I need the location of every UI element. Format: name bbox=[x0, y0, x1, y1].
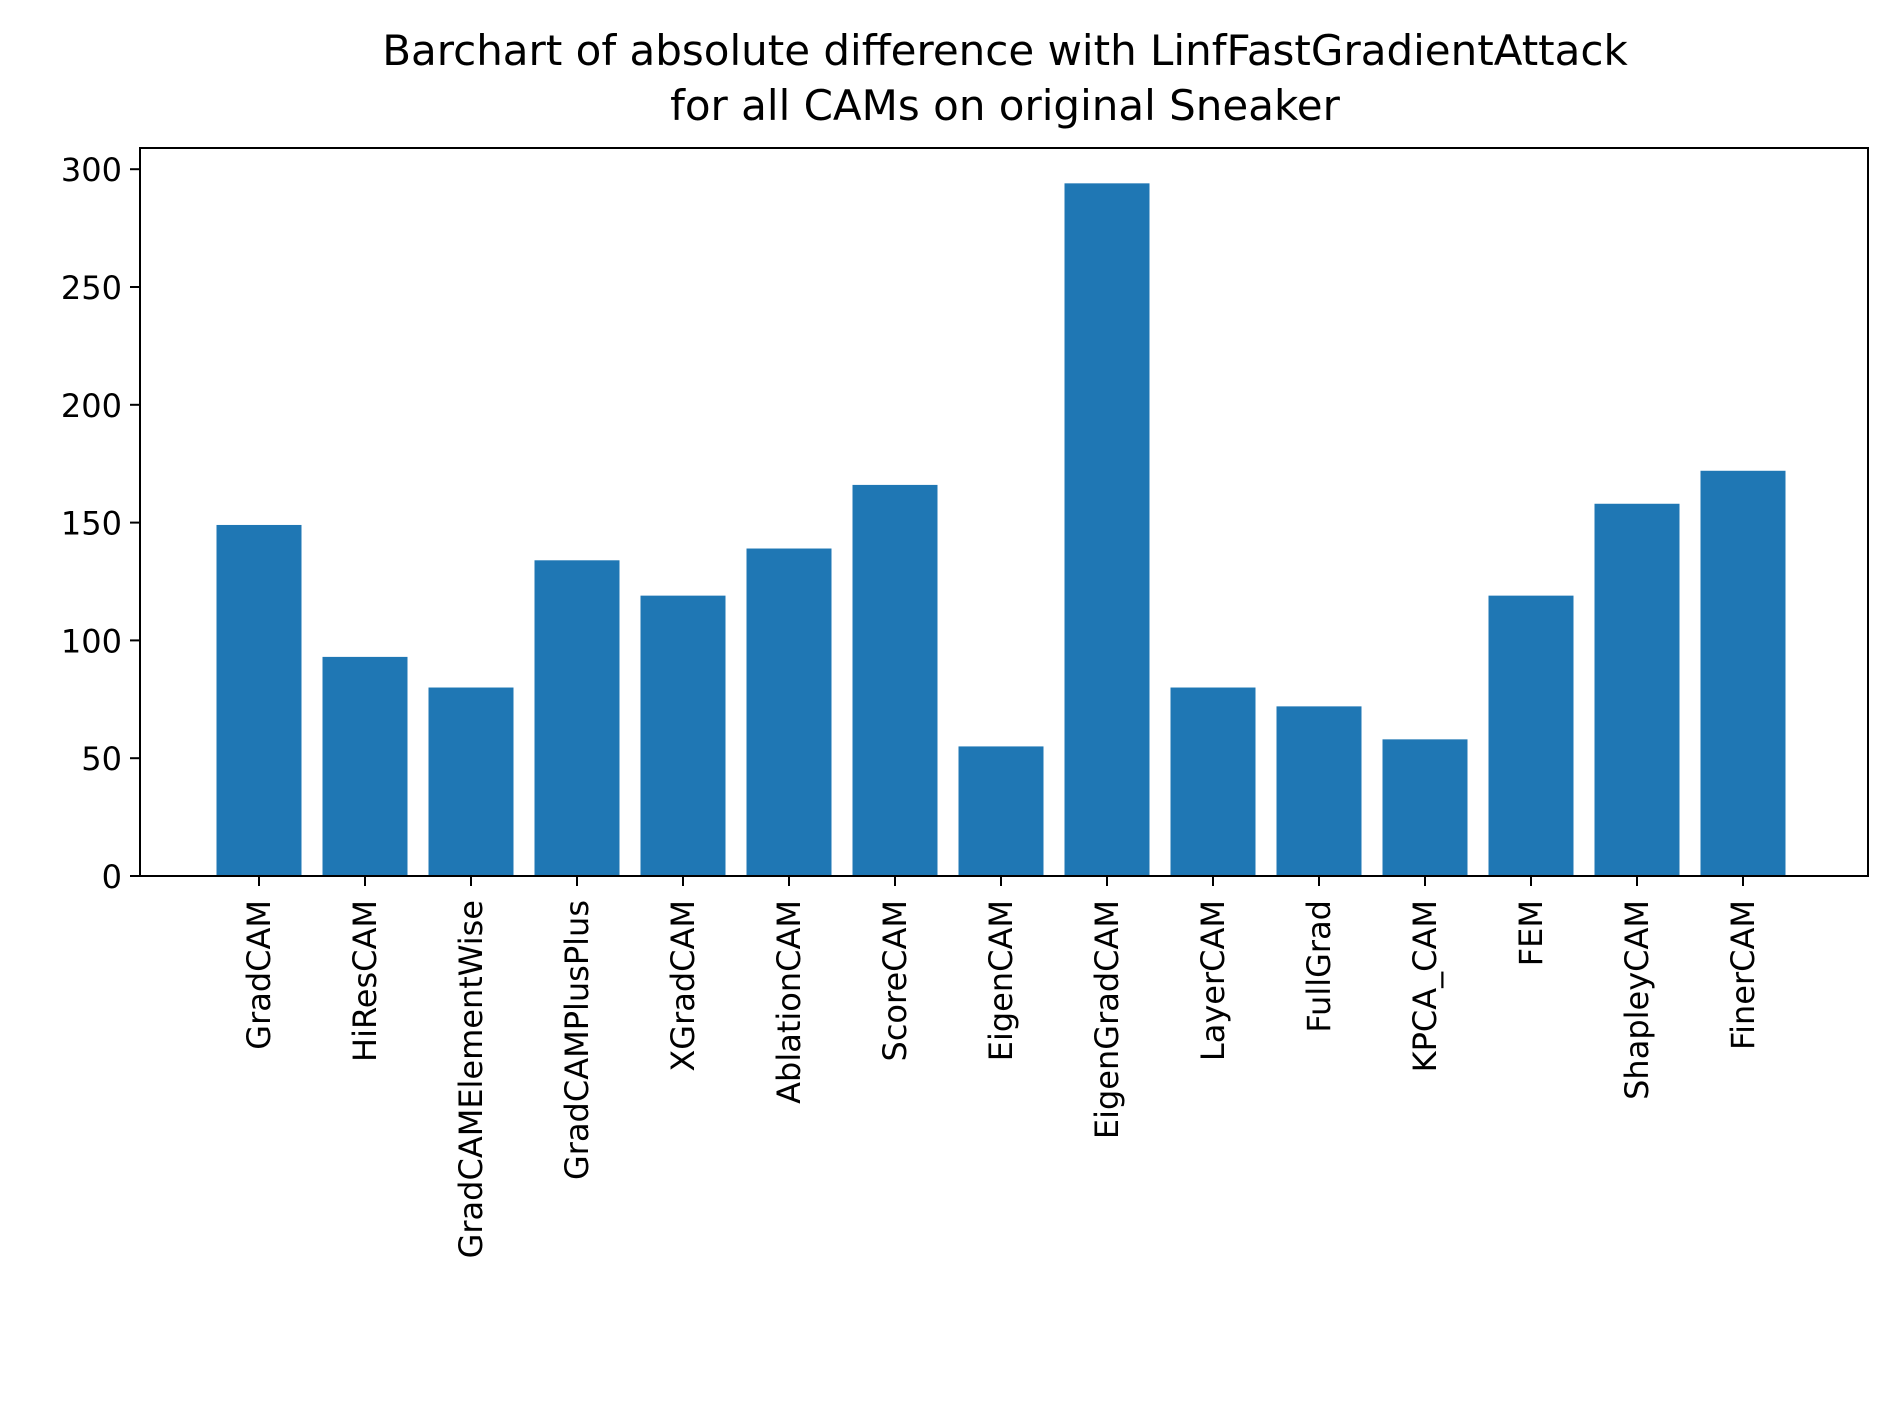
x-tick-label: KPCA_CAM bbox=[1406, 900, 1444, 1072]
bar-ablationcam bbox=[746, 548, 832, 876]
bar-shapleycam bbox=[1594, 503, 1680, 876]
bar-gradcamelementwise bbox=[428, 687, 514, 876]
y-tick-label: 200 bbox=[61, 387, 122, 425]
chart-title-line-2: for all CAMs on original Sneaker bbox=[670, 81, 1341, 130]
y-axis: 0 50 100 150 200 250 300 bbox=[61, 151, 140, 896]
x-tick-label: GradCAMElementWise bbox=[452, 900, 490, 1258]
x-tick-label: LayerCAM bbox=[1194, 900, 1232, 1061]
bar-fullgrad bbox=[1276, 706, 1362, 876]
bar-eigengradcam bbox=[1064, 183, 1150, 876]
x-tick-label: ShapleyCAM bbox=[1618, 900, 1656, 1100]
x-tick-label: GradCAMPlusPlus bbox=[558, 900, 596, 1180]
bar-scorecam bbox=[852, 484, 938, 876]
x-axis: GradCAM HiResCAM GradCAMElementWise GradCAM… bbox=[240, 876, 1762, 1258]
x-tick-label: XGradCAM bbox=[664, 900, 702, 1072]
bar-layercam bbox=[1170, 687, 1256, 876]
plot-frame bbox=[139, 147, 1869, 877]
bar-kpca_cam bbox=[1382, 739, 1468, 876]
x-tick-label: GradCAM bbox=[240, 900, 278, 1050]
x-tick-label: FullGrad bbox=[1300, 900, 1338, 1033]
x-tick-label: AblationCAM bbox=[770, 900, 808, 1104]
y-tick-label: 100 bbox=[61, 622, 122, 660]
x-tick-label: EigenCAM bbox=[982, 900, 1020, 1061]
bar-eigencam bbox=[958, 746, 1044, 876]
y-tick-label: 0 bbox=[102, 858, 122, 896]
y-tick-label: 300 bbox=[61, 151, 122, 189]
bar-finercam bbox=[1700, 470, 1786, 876]
x-tick-label: FinerCAM bbox=[1724, 900, 1762, 1050]
y-tick-label: 150 bbox=[61, 505, 122, 543]
bar-gradcam bbox=[216, 524, 302, 876]
bar-xgradcam bbox=[640, 595, 726, 876]
y-tick-label: 250 bbox=[61, 269, 122, 307]
x-tick-label: ScoreCAM bbox=[876, 900, 914, 1061]
bar-gradcamplusplus bbox=[534, 560, 620, 876]
bars-layer bbox=[216, 183, 1786, 876]
x-tick-label: FEM bbox=[1512, 900, 1550, 966]
x-tick-label: EigenGradCAM bbox=[1088, 900, 1126, 1139]
bar-hirescam bbox=[322, 656, 408, 876]
y-tick-label: 50 bbox=[81, 740, 122, 778]
x-tick-label: HiResCAM bbox=[346, 900, 384, 1062]
bar-fem bbox=[1488, 595, 1574, 876]
chart-title-line-1: Barchart of absolute difference with Lin… bbox=[382, 26, 1628, 75]
